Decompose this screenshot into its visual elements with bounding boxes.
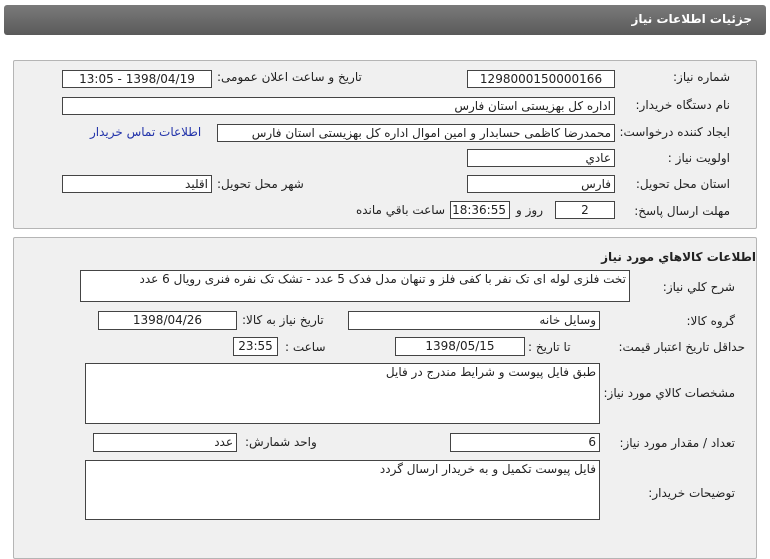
days-suffix: روز و bbox=[516, 203, 543, 217]
city-label: شهر محل تحویل: bbox=[217, 177, 304, 191]
goods-title: اطلاعات کالاهاي مورد نیاز bbox=[601, 250, 756, 264]
spec-label: مشخصات کالاي مورد نیاز: bbox=[603, 386, 735, 400]
qty-label: تعداد / مقدار مورد نیاز: bbox=[619, 436, 735, 450]
city-field: اقلید bbox=[62, 175, 212, 193]
notes-label: توضیحات خریدار: bbox=[648, 486, 735, 500]
to-date-label: تا تاریخ : bbox=[528, 340, 571, 354]
contact-buyer-link[interactable]: اطلاعات تماس خریدار bbox=[90, 125, 202, 139]
unit-field: عدد bbox=[93, 433, 237, 452]
qty-field: 6 bbox=[450, 433, 600, 452]
priority-label: اولویت نیاز : bbox=[667, 151, 730, 165]
creator-field: محمدرضا کاظمی حسابدار و امین اموال اداره… bbox=[217, 124, 615, 142]
unit-label: واحد شمارش: bbox=[245, 435, 317, 449]
time-left-field: 18:36:55 bbox=[450, 201, 510, 219]
to-date-field: 1398/05/15 bbox=[395, 337, 525, 356]
announce-label: تاریخ و ساعت اعلان عمومی: bbox=[217, 70, 362, 84]
deadline-label: مهلت ارسال پاسخ: bbox=[634, 204, 730, 218]
spec-field: طبق فایل پیوست و شرایط مندرج در فایل bbox=[85, 363, 600, 424]
group-label: گروه کالا: bbox=[686, 314, 736, 328]
group-field: وسایل خانه bbox=[348, 311, 600, 330]
desc-field: تخت فلزی لوله ای تک نفر با کفی فلز و تنه… bbox=[80, 270, 630, 302]
buyer-field: اداره کل بهزیستی استان فارس bbox=[62, 97, 615, 115]
need-date-label: تاریخ نیاز به کالا: bbox=[242, 313, 324, 327]
buyer-label: نام دستگاه خریدار: bbox=[635, 98, 731, 112]
time-label: ساعت : bbox=[285, 340, 326, 354]
need-date-field: 1398/04/26 bbox=[98, 311, 237, 330]
validity-label: حداقل تاریخ اعتبار قیمت: bbox=[618, 340, 745, 354]
remaining-label: ساعت باقي مانده bbox=[355, 203, 445, 217]
province-label: استان محل تحویل: bbox=[635, 177, 730, 191]
notes-field: فایل پیوست تکمیل و به خریدار ارسال گردد bbox=[85, 460, 600, 520]
creator-label: ایجاد کننده درخواست: bbox=[619, 125, 730, 139]
time-field: 23:55 bbox=[233, 337, 278, 356]
page-header: جزئیات اطلاعات نیاز bbox=[4, 5, 766, 35]
priority-field: عادي bbox=[467, 149, 615, 167]
days-field: 2 bbox=[555, 201, 615, 219]
need-info-panel bbox=[13, 60, 757, 229]
announce-field: 1398/04/19 - 13:05 bbox=[62, 70, 212, 88]
desc-label: شرح کلي نیاز: bbox=[662, 280, 735, 294]
need-number-label: شماره نیاز: bbox=[673, 70, 730, 84]
need-number-field: 1298000150000166 bbox=[467, 70, 615, 88]
province-field: فارس bbox=[467, 175, 615, 193]
page-title: جزئیات اطلاعات نیاز bbox=[631, 12, 752, 26]
